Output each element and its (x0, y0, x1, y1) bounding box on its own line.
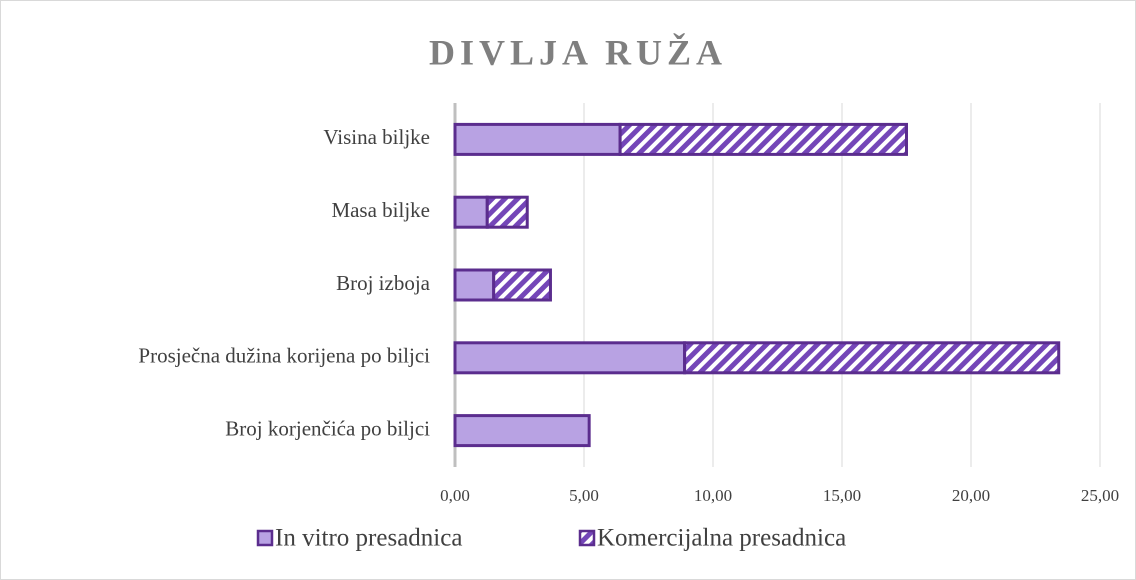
y-tick-label: Broj izboja (336, 271, 431, 295)
bar (453, 268, 496, 302)
x-tick-label: 15,00 (823, 486, 861, 505)
bar (618, 122, 908, 156)
y-tick-label: Visina biljke (323, 125, 430, 149)
x-tick-label: 10,00 (694, 486, 732, 505)
chart-title: DIVLJA RUŽA (429, 32, 727, 72)
legend-label: Komercijalna presadnica (597, 525, 846, 552)
x-tick-label: 20,00 (952, 486, 990, 505)
y-tick-label: Masa biljke (331, 198, 430, 222)
bar (453, 195, 489, 229)
bar (453, 414, 591, 448)
legend-swatch (578, 529, 596, 547)
legend-swatch (256, 529, 274, 547)
x-tick-label: 0,00 (440, 486, 470, 505)
legend-label: In vitro presadnica (275, 525, 462, 552)
bar (453, 341, 687, 375)
x-tick-label: 5,00 (569, 486, 599, 505)
bar (683, 341, 1061, 375)
x-tick-label: 25,00 (1081, 486, 1119, 505)
y-tick-label: Prosječna dužina korijena po biljci (138, 344, 430, 368)
bar (492, 268, 552, 302)
y-tick-label: Broj korjenčića po biljci (225, 416, 430, 440)
bar (453, 122, 622, 156)
bar (485, 195, 529, 229)
